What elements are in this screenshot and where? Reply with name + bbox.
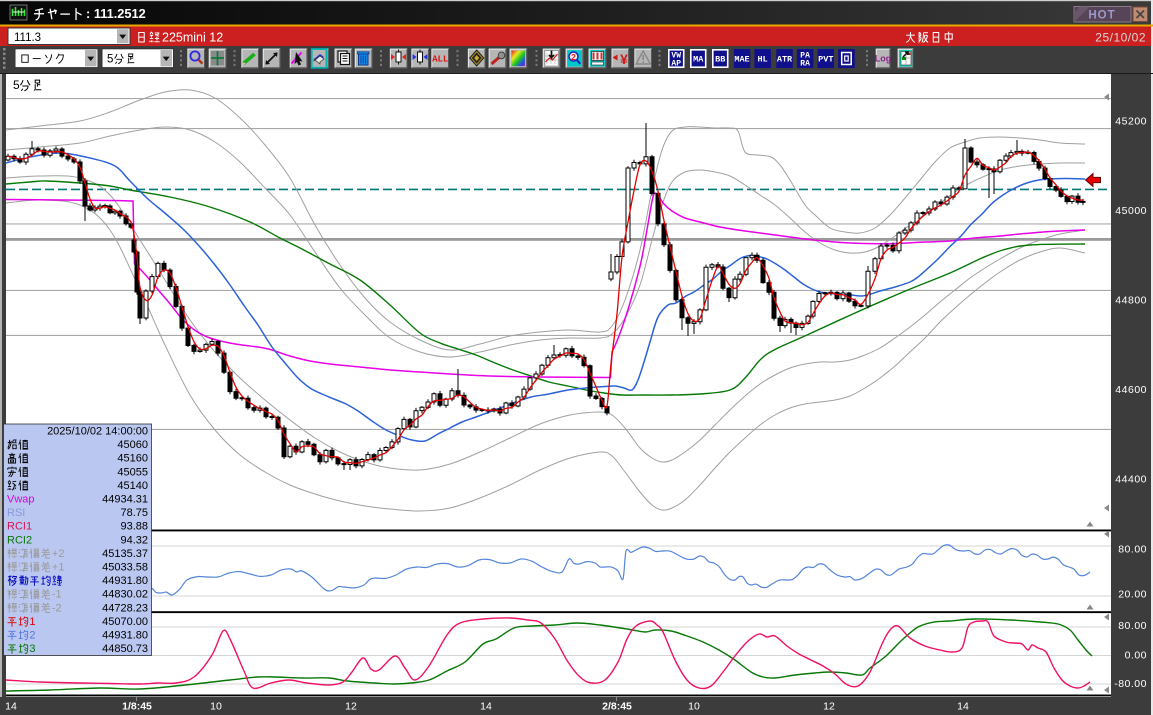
svg-text:45160: 45160	[117, 453, 148, 465]
svg-text:BB: BB	[715, 55, 725, 65]
svg-text:44400: 44400	[1115, 474, 1147, 486]
svg-text:45055: 45055	[117, 466, 148, 478]
svg-text:PVT: PVT	[818, 55, 833, 65]
svg-text:5: 5	[107, 54, 113, 66]
svg-text:225mini 12: 225mini 12	[162, 31, 223, 45]
svg-text:MA: MA	[693, 55, 704, 65]
svg-text:-1: -1	[52, 589, 62, 601]
svg-text:20.00: 20.00	[1118, 589, 1147, 601]
svg-text:12: 12	[345, 701, 357, 713]
svg-text:Vwap: Vwap	[7, 494, 35, 506]
svg-text:44728.23: 44728.23	[102, 602, 148, 614]
svg-text:44830.02: 44830.02	[102, 589, 148, 601]
svg-text:+1: +1	[52, 562, 65, 574]
svg-text:Log: Log	[875, 54, 892, 64]
svg-text:RA: RA	[800, 59, 810, 68]
svg-text:MAE: MAE	[734, 55, 749, 65]
svg-text:45135.37: 45135.37	[102, 548, 148, 560]
svg-text:111.3: 111.3	[14, 32, 41, 44]
svg-text:RCI1: RCI1	[7, 521, 32, 533]
svg-text:94.32: 94.32	[120, 534, 148, 546]
svg-text:14: 14	[480, 701, 492, 713]
svg-text:VW: VW	[671, 51, 681, 60]
svg-text:93.88: 93.88	[120, 521, 148, 533]
svg-text:2: 2	[571, 52, 576, 62]
svg-text:12: 12	[823, 701, 835, 713]
svg-text:HL: HL	[757, 55, 767, 65]
svg-text:1/8:45: 1/8:45	[122, 701, 152, 713]
svg-text:AP: AP	[671, 59, 681, 68]
svg-text:44931.80: 44931.80	[102, 575, 148, 587]
svg-text:45033.58: 45033.58	[102, 562, 148, 574]
svg-text:44800: 44800	[1115, 295, 1147, 307]
svg-text:ATR: ATR	[777, 55, 793, 65]
svg-text:45000: 45000	[1115, 205, 1147, 217]
svg-text:10: 10	[688, 701, 700, 713]
svg-text:44931.80: 44931.80	[102, 630, 148, 642]
svg-text:44934.31: 44934.31	[102, 494, 148, 506]
svg-text:2/8:45: 2/8:45	[602, 701, 632, 713]
svg-text:45060: 45060	[117, 439, 148, 451]
svg-text:ALL: ALL	[432, 55, 448, 65]
svg-text:80.00: 80.00	[1118, 544, 1147, 556]
svg-text:RSI: RSI	[7, 507, 25, 519]
svg-text:44600: 44600	[1115, 384, 1147, 396]
svg-text:80.00: 80.00	[1118, 620, 1147, 632]
svg-text:+2: +2	[52, 548, 65, 560]
svg-text:: 111.2512: : 111.2512	[86, 6, 146, 21]
svg-text:RCI2: RCI2	[7, 534, 32, 546]
svg-text:0.00: 0.00	[1125, 650, 1147, 662]
svg-text:45070.00: 45070.00	[102, 616, 148, 628]
svg-text:25/10/02: 25/10/02	[1095, 31, 1146, 45]
svg-text:-2: -2	[52, 602, 62, 614]
svg-text:1: 1	[29, 616, 35, 628]
svg-text:PA: PA	[800, 51, 810, 60]
svg-text:3: 3	[29, 643, 35, 655]
svg-text:5: 5	[13, 78, 20, 92]
svg-text:14: 14	[957, 701, 969, 713]
svg-text:44850.73: 44850.73	[102, 643, 148, 655]
svg-text:¥: ¥	[620, 51, 628, 67]
svg-text:78.75: 78.75	[120, 507, 148, 519]
svg-text:2: 2	[29, 630, 35, 642]
svg-text:-80.00: -80.00	[1114, 678, 1147, 690]
svg-text:14: 14	[5, 701, 17, 713]
svg-text:10: 10	[210, 701, 222, 713]
svg-text:2025/10/02 14:00:00: 2025/10/02 14:00:00	[47, 426, 148, 438]
svg-text:HOT: HOT	[1088, 10, 1115, 22]
svg-text:45200: 45200	[1115, 116, 1147, 128]
svg-text:45140: 45140	[117, 480, 148, 492]
